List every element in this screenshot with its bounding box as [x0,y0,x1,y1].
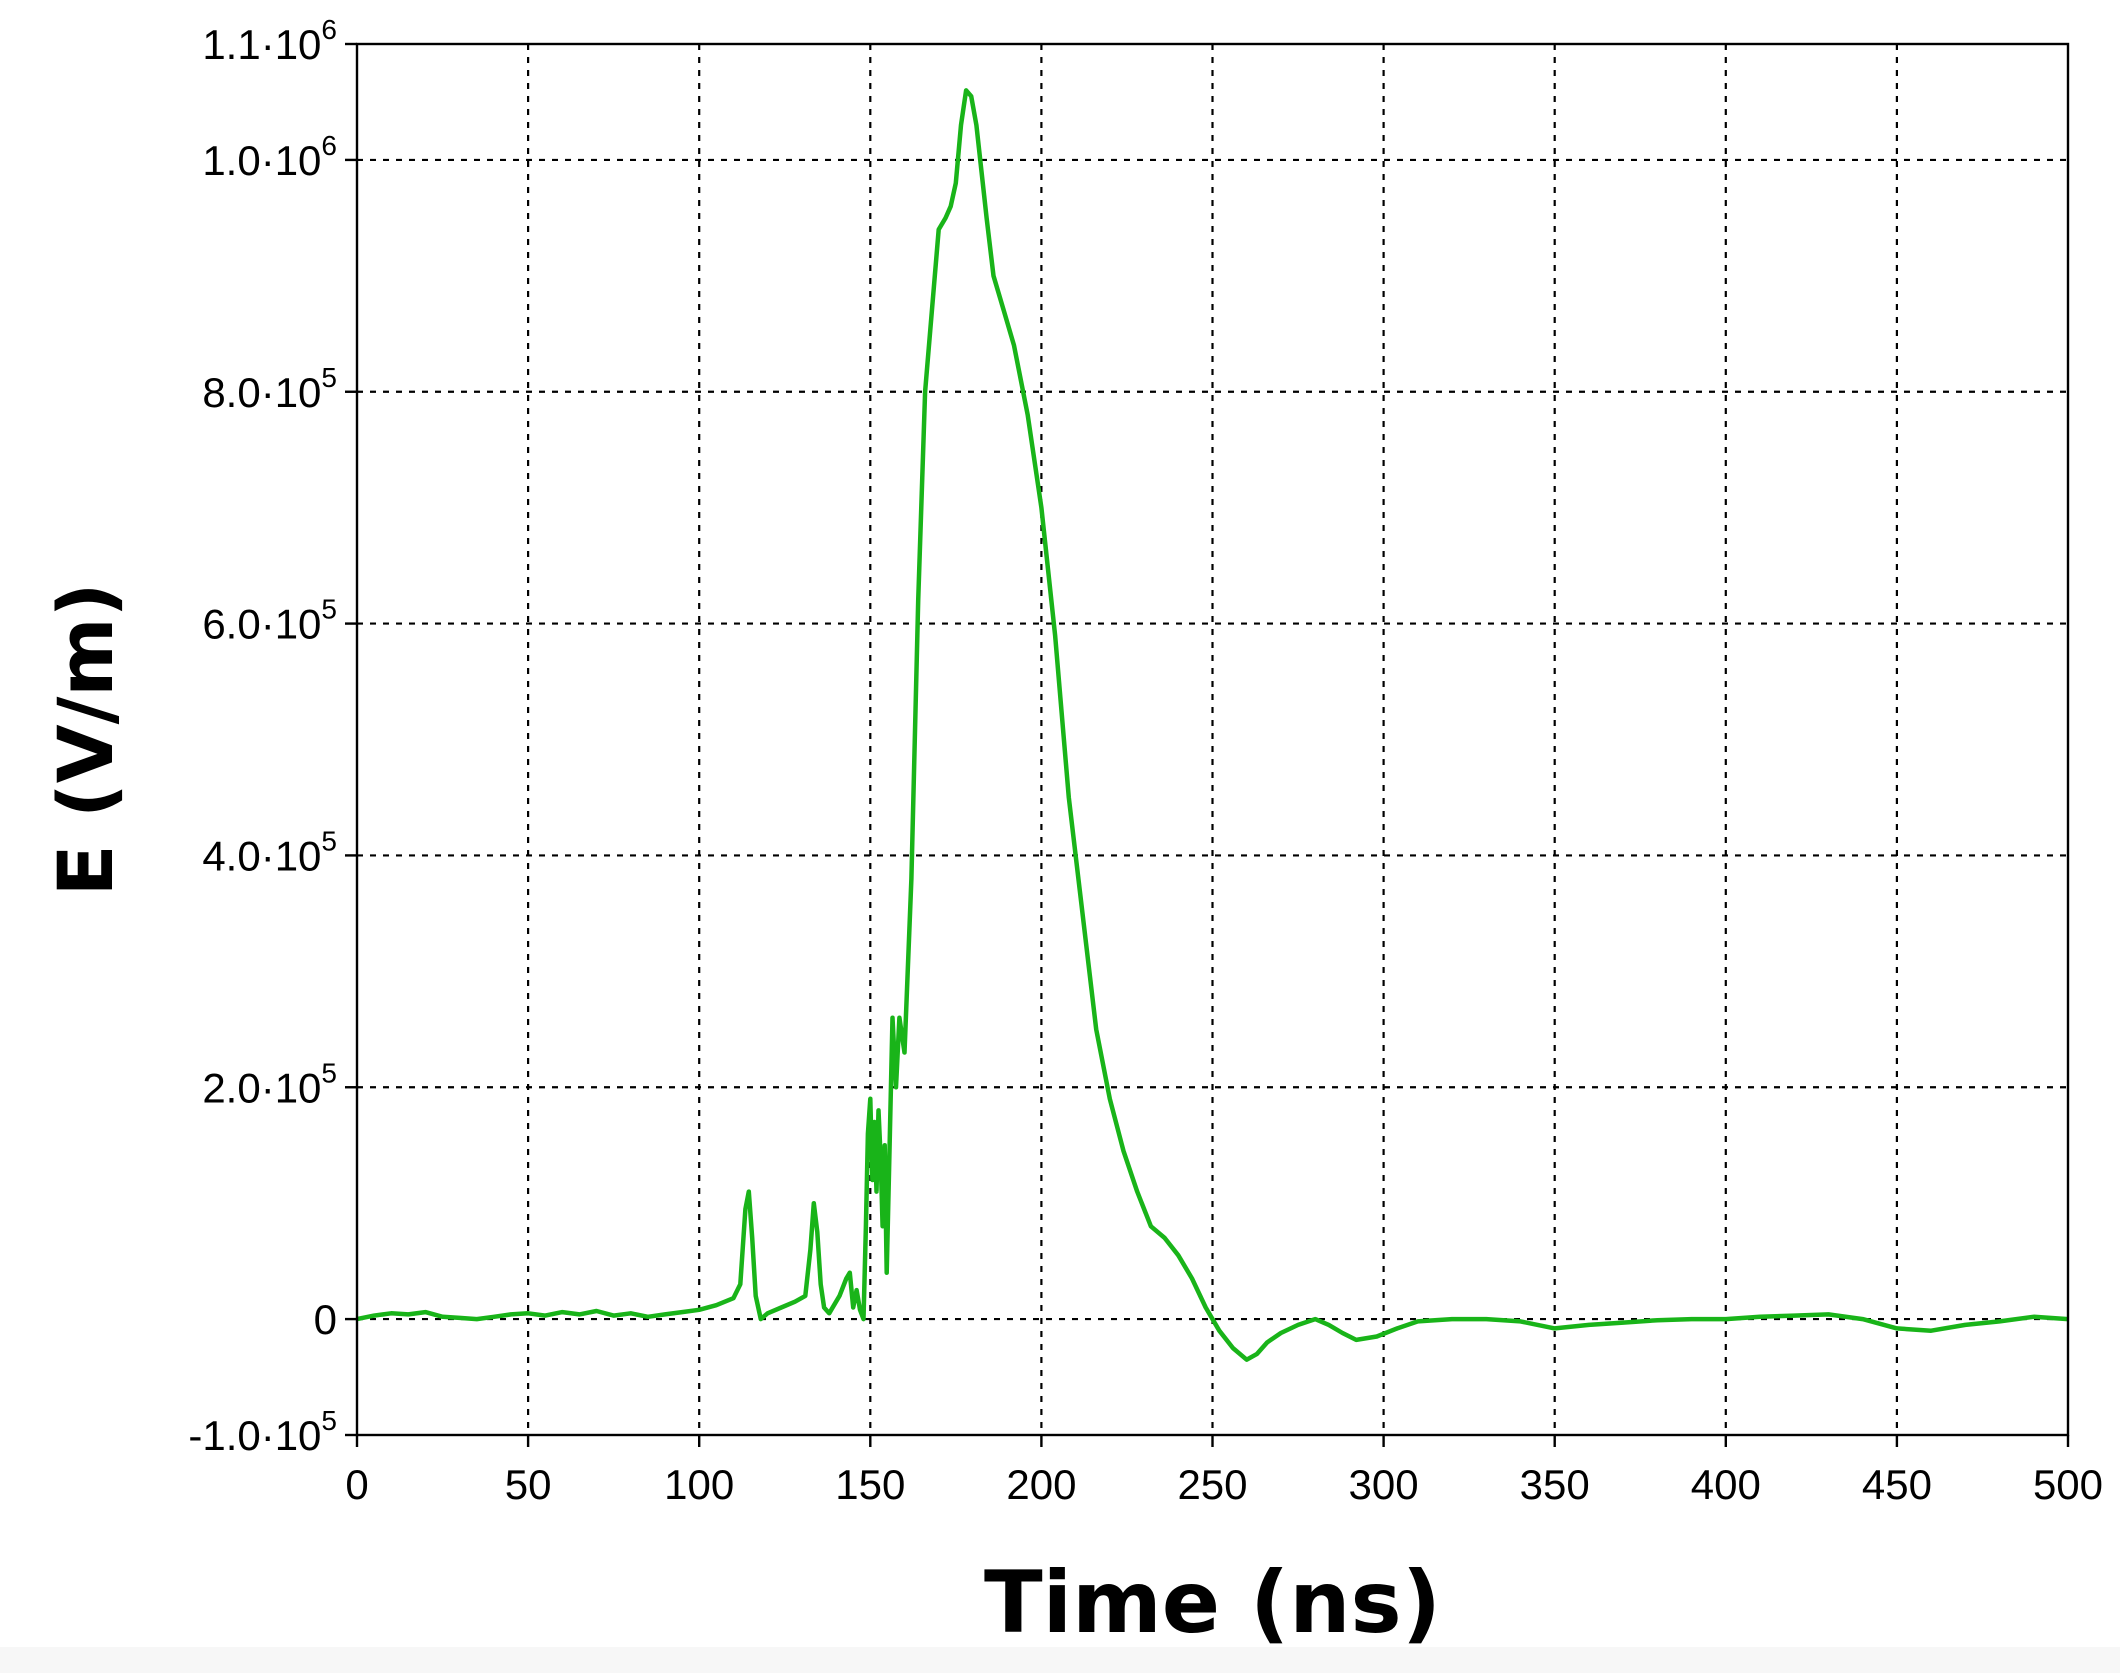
y-tick-exponent: 5 [321,1057,337,1088]
y-tick-mantissa: 8.0·10 [202,369,321,416]
y-tick-label: 1.0·106 [202,130,337,184]
y-tick-mantissa: 1.1·10 [202,21,321,68]
y-tick-mantissa: 2.0·10 [202,1064,321,1111]
x-tick-label: 450 [1862,1461,1932,1508]
series-layer [356,88,2069,1362]
y-tick-labels: -1.0·10502.0·1054.0·1056.0·1058.0·1051.0… [188,14,337,1459]
y-tick-mantissa: 0 [314,1296,337,1343]
y-tick-exponent: 5 [321,825,337,856]
x-tick-label: 250 [1177,1461,1247,1508]
y-tick-label: 4.0·105 [202,825,337,879]
x-tick-label: 300 [1349,1461,1419,1508]
x-tick-label: 200 [1006,1461,1076,1508]
y-tick-label: 0 [314,1296,337,1343]
axis-ticks [345,42,2070,1447]
x-axis-title: Time (ns) [984,1553,1441,1653]
y-tick-label: 1.1·106 [202,14,337,68]
x-tick-labels: 0 50 100 150 200 250 300 350 400 450 500 [345,1461,2103,1508]
y-tick-mantissa: 4.0·10 [202,832,321,879]
x-tick-label: 400 [1691,1461,1761,1508]
y-tick-mantissa: 6.0·10 [202,601,321,648]
x-tick-label: 50 [505,1461,552,1508]
y-tick-exponent: 5 [321,1405,337,1436]
bottom-strip [0,1647,2120,1673]
x-tick-label: 500 [2033,1461,2103,1508]
y-tick-mantissa: 1.0·10 [202,137,321,184]
x-tick-label: 150 [835,1461,905,1508]
x-tick-label: 100 [664,1461,734,1508]
y-tick-label: 8.0·105 [202,362,337,416]
y-tick-mantissa: -1.0·10 [188,1412,321,1459]
x-tick-label: 350 [1520,1461,1590,1508]
y-tick-label: 6.0·105 [202,594,337,648]
series-line [356,88,2069,1362]
y-tick-exponent: 5 [321,594,337,625]
y-tick-exponent: 6 [321,130,337,161]
grid [357,44,2068,1435]
y-tick-exponent: 5 [321,362,337,393]
y-tick-label: -1.0·105 [188,1405,337,1459]
y-tick-label: 2.0·105 [202,1057,337,1111]
x-tick-label: 0 [345,1461,368,1508]
y-axis-title: E (V/m) [41,583,130,897]
y-tick-exponent: 6 [321,14,337,45]
